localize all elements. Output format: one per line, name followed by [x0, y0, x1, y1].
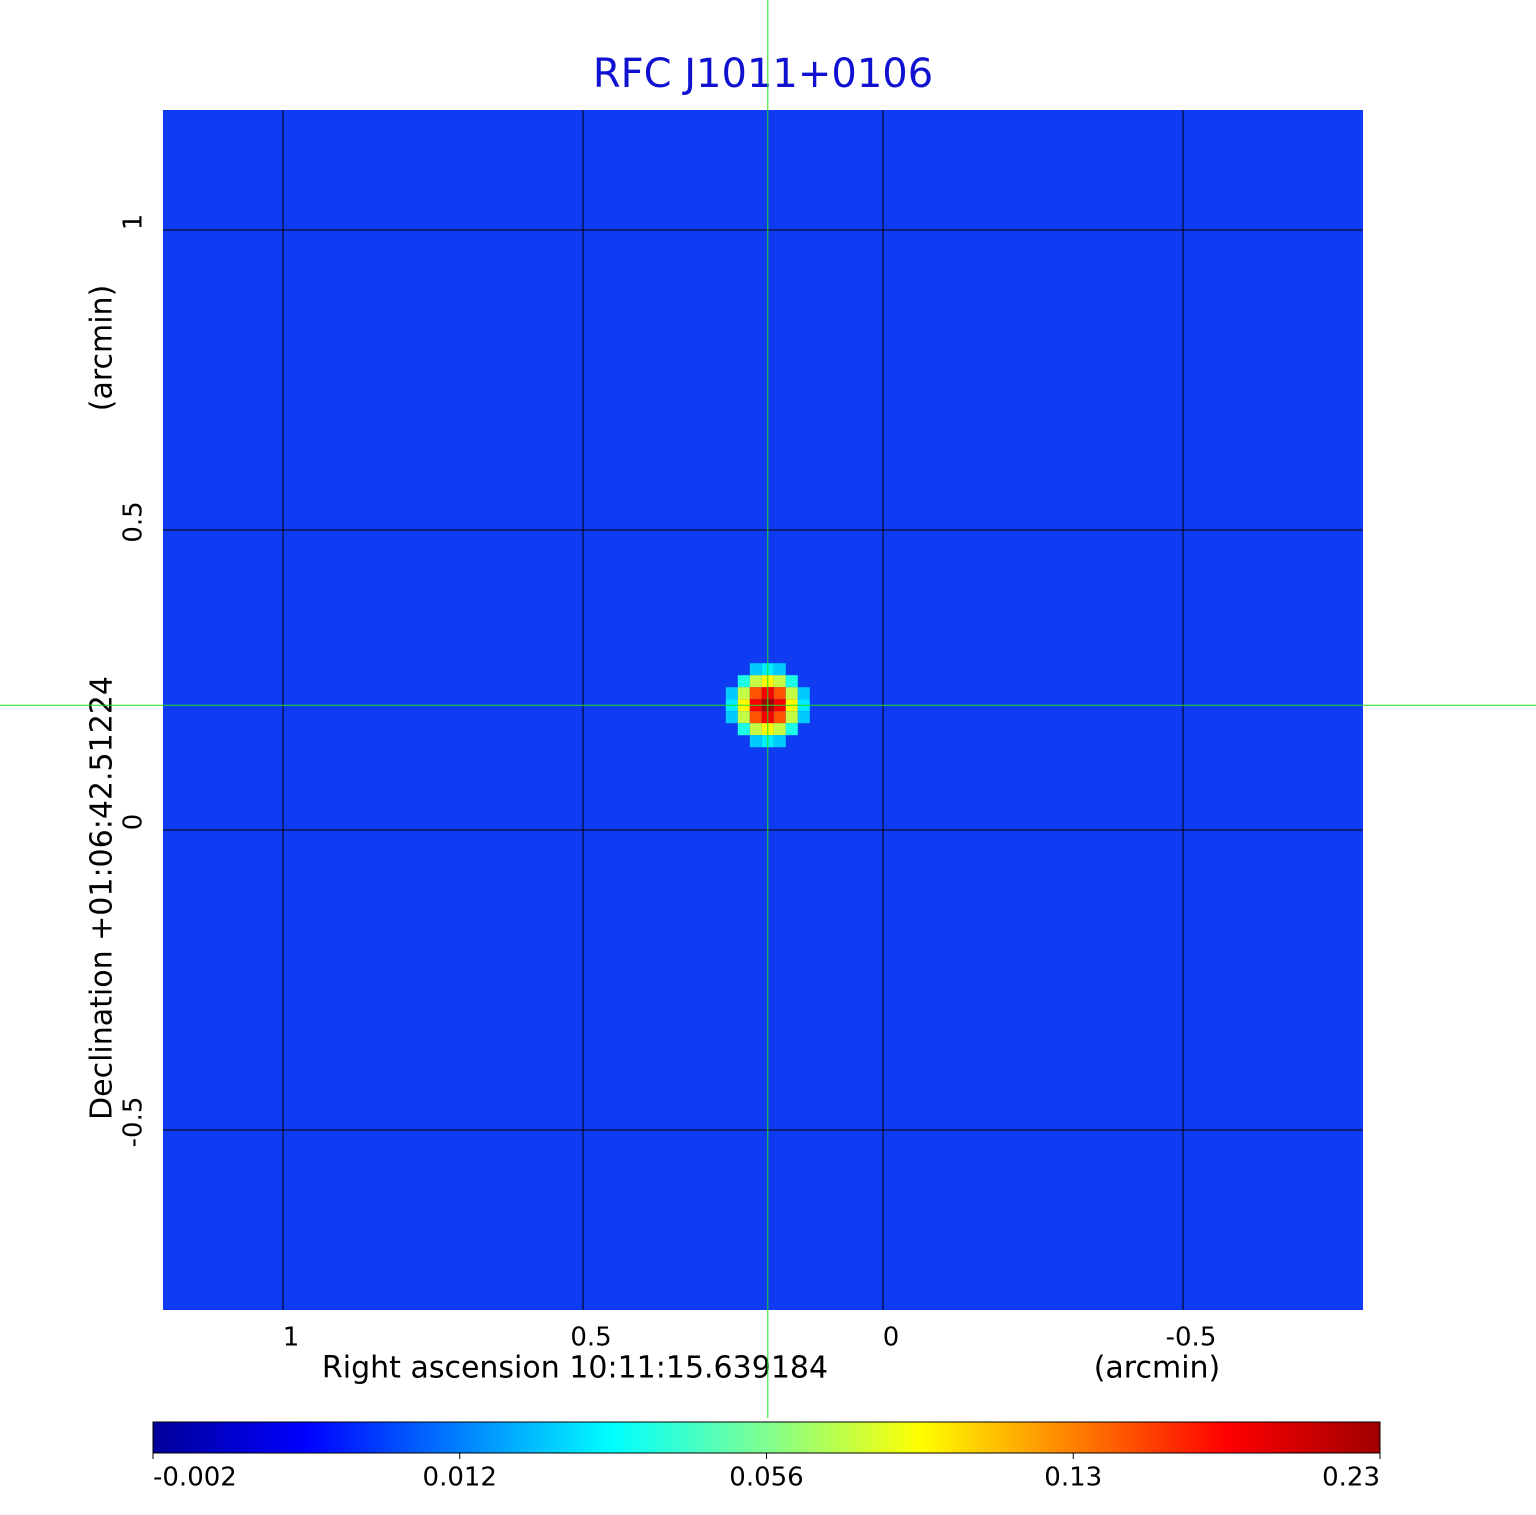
source-pixel: [749, 723, 762, 736]
source-pixel: [725, 687, 738, 700]
source-pixel: [737, 723, 750, 736]
y-axis-label: Declination +01:06:42.51224: [85, 676, 120, 1120]
source-pixel: [785, 675, 798, 688]
colorbar-tick-label: 0.056: [729, 1463, 803, 1493]
y-tick-label: 1: [119, 214, 149, 231]
y-tick-label: 0.5: [119, 501, 149, 542]
source-pixel: [749, 711, 762, 724]
source-pixel: [749, 675, 762, 688]
source-pixel: [773, 663, 786, 676]
source-pixel: [773, 675, 786, 688]
x-axis-label: Right ascension 10:11:15.639184: [322, 1351, 828, 1386]
y-tick-label: -0.5: [119, 1097, 149, 1148]
x-axis-unit: (arcmin): [1094, 1351, 1221, 1386]
source-pixel: [797, 711, 810, 724]
y-axis-unit: (arcmin): [85, 285, 120, 412]
source-pixel: [773, 735, 786, 748]
source-pixel: [725, 711, 738, 724]
source-pixel: [773, 711, 786, 724]
source-pixel: [737, 675, 750, 688]
colorbar-tick-label: 0.012: [423, 1463, 497, 1493]
x-tick-label: 0: [883, 1323, 900, 1353]
source-pixel: [737, 687, 750, 700]
x-tick-label: 0.5: [570, 1323, 611, 1353]
colorbar-tick-label: 0.23: [1322, 1463, 1380, 1493]
x-tick-label: 1: [283, 1323, 300, 1353]
y-tick-label: 0: [119, 814, 149, 831]
x-tick-label: -0.5: [1166, 1323, 1217, 1353]
source-pixel: [749, 663, 762, 676]
source-pixel: [785, 711, 798, 724]
source-pixel: [737, 711, 750, 724]
colorbar-tick-label: 0.13: [1044, 1463, 1102, 1493]
source-pixel: [773, 723, 786, 736]
source-pixel: [749, 687, 762, 700]
chart-title: RFC J1011+0106: [593, 51, 933, 97]
colorbar: [152, 1421, 1381, 1454]
source-pixel: [785, 723, 798, 736]
source-pixel: [749, 735, 762, 748]
source-pixel: [797, 687, 810, 700]
colorbar-tick-label: -0.002: [153, 1463, 237, 1493]
source-pixel: [773, 687, 786, 700]
source-pixel: [785, 687, 798, 700]
